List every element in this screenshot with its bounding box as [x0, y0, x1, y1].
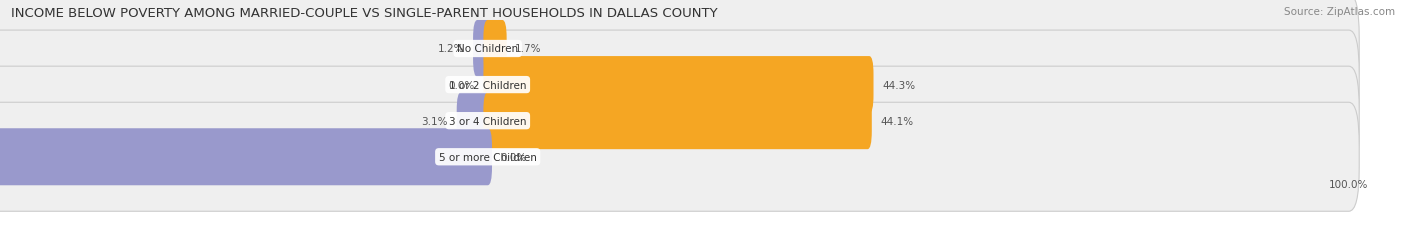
- Text: 5 or more Children: 5 or more Children: [439, 152, 537, 162]
- FancyBboxPatch shape: [0, 103, 1360, 211]
- Text: 3 or 4 Children: 3 or 4 Children: [449, 116, 526, 126]
- FancyBboxPatch shape: [0, 129, 492, 185]
- Text: 0.0%: 0.0%: [449, 80, 475, 90]
- FancyBboxPatch shape: [0, 31, 1360, 140]
- Text: 100.0%: 100.0%: [1329, 179, 1368, 189]
- Text: Source: ZipAtlas.com: Source: ZipAtlas.com: [1284, 7, 1395, 17]
- FancyBboxPatch shape: [484, 21, 506, 78]
- FancyBboxPatch shape: [484, 57, 873, 114]
- Text: 3.1%: 3.1%: [422, 116, 449, 126]
- FancyBboxPatch shape: [484, 93, 872, 149]
- Text: 1.7%: 1.7%: [515, 44, 541, 54]
- FancyBboxPatch shape: [0, 0, 1360, 103]
- Text: 44.3%: 44.3%: [882, 80, 915, 90]
- Text: 1 or 2 Children: 1 or 2 Children: [449, 80, 526, 90]
- FancyBboxPatch shape: [0, 67, 1360, 175]
- Text: 44.1%: 44.1%: [880, 116, 914, 126]
- Text: INCOME BELOW POVERTY AMONG MARRIED-COUPLE VS SINGLE-PARENT HOUSEHOLDS IN DALLAS : INCOME BELOW POVERTY AMONG MARRIED-COUPL…: [11, 7, 718, 20]
- Text: 1.2%: 1.2%: [437, 44, 464, 54]
- Text: 0.0%: 0.0%: [501, 152, 527, 162]
- FancyBboxPatch shape: [472, 21, 492, 78]
- FancyBboxPatch shape: [457, 93, 492, 149]
- Text: No Children: No Children: [457, 44, 519, 54]
